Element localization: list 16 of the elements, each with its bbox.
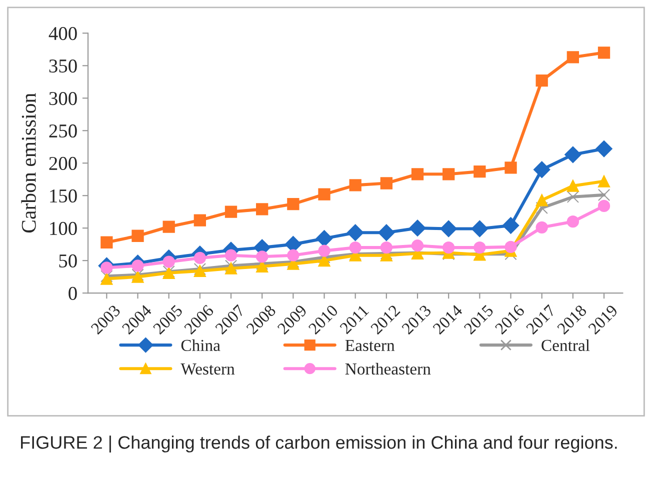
y-tick-label: 50 bbox=[59, 254, 77, 268]
y-tick-label: 250 bbox=[49, 124, 77, 138]
y-tick-label: 300 bbox=[49, 92, 77, 106]
y-tick-label: 350 bbox=[49, 59, 77, 73]
y-axis-title: Carbon emission bbox=[21, 93, 36, 233]
legend-label: Northeastern bbox=[345, 362, 431, 375]
legend-label: Eastern bbox=[345, 340, 395, 352]
y-tick-label: 400 bbox=[48, 26, 77, 40]
caption: FIGURE 2 | Changing trends of carbon emission in China and four regions. bbox=[21, 436, 617, 453]
legend-label: Western bbox=[180, 364, 235, 375]
y-tick-label: 150 bbox=[50, 189, 77, 203]
y-tick-label: 0 bbox=[68, 286, 77, 300]
legend-label: China bbox=[181, 339, 220, 352]
y-tick-label: 100 bbox=[50, 222, 77, 236]
y-tick-label: 200 bbox=[49, 156, 77, 170]
legend-label: Central bbox=[542, 339, 590, 352]
